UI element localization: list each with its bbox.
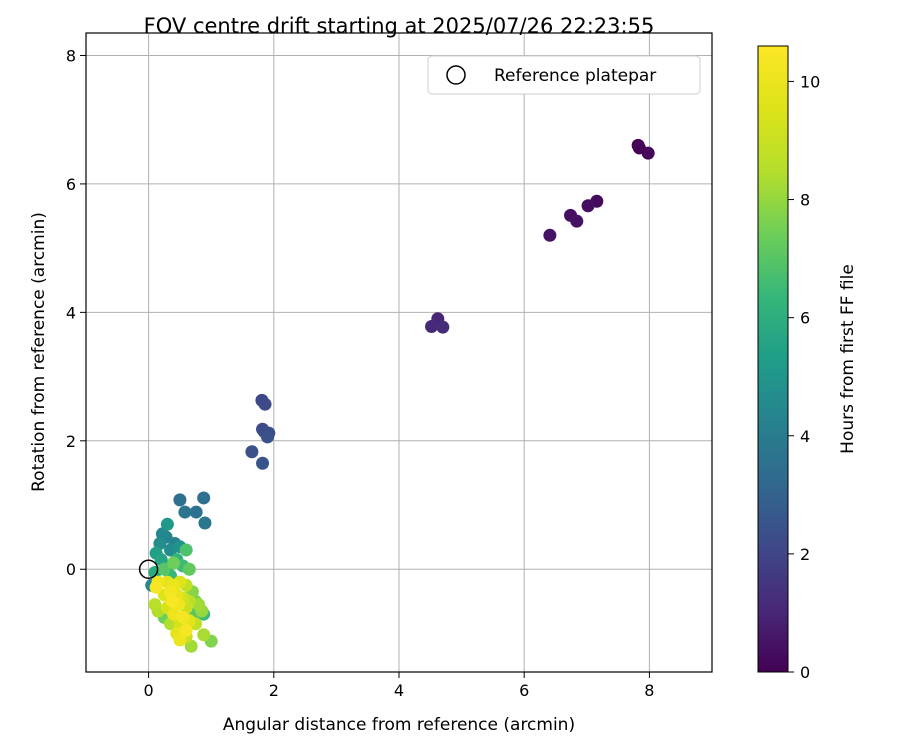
data-point — [182, 562, 196, 576]
colorbar-tick-label: 2 — [800, 545, 810, 564]
data-point — [641, 146, 655, 160]
data-point — [149, 580, 163, 594]
data-point — [173, 633, 187, 647]
data-point — [197, 628, 211, 642]
x-tick-label: 0 — [144, 681, 154, 700]
colorbar — [757, 45, 789, 673]
data-point — [148, 598, 162, 612]
data-point — [189, 505, 203, 519]
colorbar-tick-label: 10 — [800, 72, 820, 91]
y-axis-ticks: 0 2 4 6 8 — [66, 46, 86, 579]
data-point — [176, 610, 190, 624]
grid-lines — [86, 33, 712, 672]
data-point — [178, 505, 192, 519]
x-tick-label: 2 — [269, 681, 279, 700]
data-point — [160, 517, 174, 531]
x-tick-label: 8 — [644, 681, 654, 700]
data-point — [197, 491, 211, 505]
data-point — [570, 214, 584, 228]
reference-platepar-marker — [138, 559, 159, 579]
data-point — [581, 199, 595, 213]
data-point — [543, 228, 557, 242]
colorbar-tick-label: 8 — [800, 191, 810, 210]
colorbar-label: Hours from first FF file — [838, 264, 858, 454]
data-point — [165, 594, 179, 608]
y-tick-label: 0 — [66, 560, 76, 579]
data-point — [198, 516, 212, 530]
x-tick-label: 4 — [394, 681, 404, 700]
data-point — [179, 543, 193, 557]
data-point — [436, 320, 450, 334]
colorbar-tick-label: 4 — [800, 427, 810, 446]
y-axis-label: Rotation from reference (arcmin) — [29, 212, 49, 492]
data-point — [258, 397, 272, 411]
y-tick-label: 8 — [66, 46, 76, 65]
data-point — [245, 445, 259, 459]
y-tick-label: 4 — [66, 303, 76, 322]
colorbar-ticks: 0 2 4 6 8 10 — [788, 72, 820, 682]
data-point — [164, 585, 178, 599]
data-point — [256, 456, 270, 470]
colorbar-tick-label: 6 — [800, 309, 810, 328]
x-axis-label: Angular distance from reference (arcmin) — [223, 715, 575, 735]
data-point — [167, 556, 181, 570]
y-tick-label: 6 — [66, 175, 76, 194]
data-point — [179, 623, 193, 637]
data-point — [157, 562, 171, 576]
data-point — [173, 493, 187, 507]
legend: Reference platepar — [427, 55, 701, 95]
data-point — [425, 319, 439, 333]
x-tick-label: 6 — [519, 681, 529, 700]
data-point — [261, 430, 275, 444]
data-point — [184, 639, 198, 653]
legend-box — [427, 55, 701, 95]
data-points — [145, 138, 655, 653]
legend-label-reference-platepar: Reference platepar — [494, 66, 656, 86]
legend-open-circle-icon — [446, 65, 466, 85]
colorbar-tick-label: 0 — [800, 663, 810, 682]
y-tick-label: 2 — [66, 432, 76, 451]
x-axis-ticks: 0 2 4 6 8 — [144, 672, 654, 700]
